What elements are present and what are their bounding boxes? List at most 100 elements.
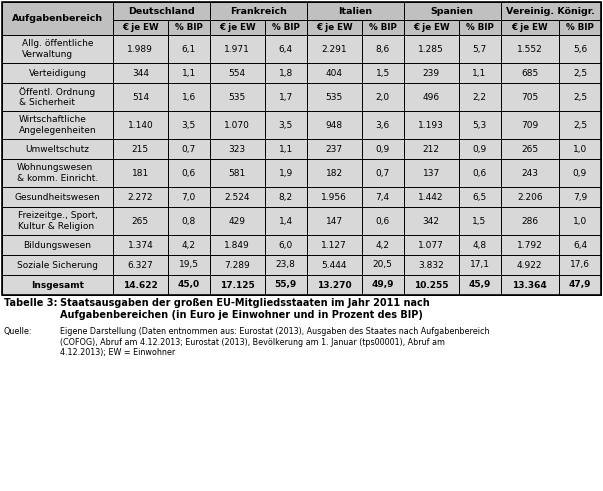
Text: 4,8: 4,8 [473,241,487,249]
Text: 1,5: 1,5 [376,69,390,78]
Bar [403,187,458,207]
Bar [362,20,403,35]
Text: Deutschland: Deutschland [128,6,195,16]
Bar [168,207,210,235]
Bar [265,83,307,111]
Bar [403,20,458,35]
Bar [2,35,113,63]
Text: 4,2: 4,2 [182,241,196,249]
Bar [113,139,168,159]
Bar [168,159,210,187]
Text: 7.289: 7.289 [224,261,250,270]
Text: 496: 496 [423,92,440,102]
Text: 137: 137 [423,168,440,178]
Bar [500,159,559,187]
Bar [210,207,265,235]
Text: 8,2: 8,2 [279,192,293,201]
Text: 243: 243 [521,168,538,178]
Text: € je EW: € je EW [511,23,548,32]
Bar [210,2,307,20]
Bar [168,63,210,83]
Text: 6,0: 6,0 [279,241,293,249]
Text: 6,1: 6,1 [182,45,196,54]
Bar [265,20,307,35]
Bar [458,139,500,159]
Text: 7,9: 7,9 [573,192,587,201]
Bar [559,235,601,255]
Bar [2,255,113,275]
Bar [113,111,168,139]
Text: 237: 237 [326,144,343,154]
Bar [458,235,500,255]
Text: Freizeitge., Sport,
Kultur & Religion: Freizeitge., Sport, Kultur & Religion [17,211,98,231]
Text: 20,5: 20,5 [373,261,393,270]
Text: € je EW: € je EW [413,23,449,32]
Bar [307,2,403,20]
Text: Wirtschaftliche
Angelegenheiten: Wirtschaftliche Angelegenheiten [19,115,96,135]
Text: 1,0: 1,0 [573,144,587,154]
Text: 685: 685 [521,69,538,78]
Text: 535: 535 [326,92,343,102]
Text: % BIP: % BIP [368,23,397,32]
Text: 404: 404 [326,69,343,78]
Text: % BIP: % BIP [175,23,203,32]
Text: Insgesamt: Insgesamt [31,280,84,290]
Bar [403,111,458,139]
Bar [362,111,403,139]
Bar [2,2,601,295]
Bar [307,159,362,187]
Text: Eigene Darstellung (Daten entnommen aus: Eurostat (2013), Ausgaben des Staates n: Eigene Darstellung (Daten entnommen aus:… [60,327,490,357]
Bar [210,139,265,159]
Text: 2,5: 2,5 [573,69,587,78]
Text: 215: 215 [132,144,149,154]
Text: 2,5: 2,5 [573,120,587,130]
Text: 1.442: 1.442 [418,192,444,201]
Bar [265,159,307,187]
Bar [559,159,601,187]
Bar [559,275,601,295]
Text: 1,9: 1,9 [279,168,293,178]
Bar [458,20,500,35]
Text: 4.922: 4.922 [517,261,543,270]
Bar [2,159,113,187]
Text: 265: 265 [521,144,538,154]
Text: 2.524: 2.524 [224,192,250,201]
Bar [265,275,307,295]
Bar [458,111,500,139]
Text: 1.077: 1.077 [418,241,444,249]
Text: Frankreich: Frankreich [230,6,287,16]
Bar [307,207,362,235]
Text: 1,5: 1,5 [472,217,487,225]
Bar [362,255,403,275]
Text: 323: 323 [229,144,246,154]
Bar [265,207,307,235]
Bar [265,255,307,275]
Text: 1,0: 1,0 [573,217,587,225]
Text: 5,3: 5,3 [472,120,487,130]
Text: 1.956: 1.956 [321,192,347,201]
Text: 6.327: 6.327 [127,261,153,270]
Text: 147: 147 [326,217,343,225]
Text: 3,5: 3,5 [279,120,293,130]
Bar [2,111,113,139]
Text: 514: 514 [132,92,149,102]
Bar [307,63,362,83]
Text: 344: 344 [132,69,149,78]
Bar [168,139,210,159]
Bar [265,187,307,207]
Text: 1,1: 1,1 [472,69,487,78]
Text: 0,9: 0,9 [573,168,587,178]
Text: Wohnungswesen
& komm. Einricht.: Wohnungswesen & komm. Einricht. [17,164,98,183]
Text: 581: 581 [229,168,246,178]
Text: 1,6: 1,6 [182,92,196,102]
Text: Soziale Sicherung: Soziale Sicherung [17,261,98,270]
Bar [265,139,307,159]
Bar [559,207,601,235]
Text: 1.792: 1.792 [517,241,543,249]
Text: Aufgabenbereich: Aufgabenbereich [12,14,103,23]
Bar [500,139,559,159]
Text: 0,6: 0,6 [472,168,487,178]
Bar [458,63,500,83]
Bar [168,187,210,207]
Bar [265,63,307,83]
